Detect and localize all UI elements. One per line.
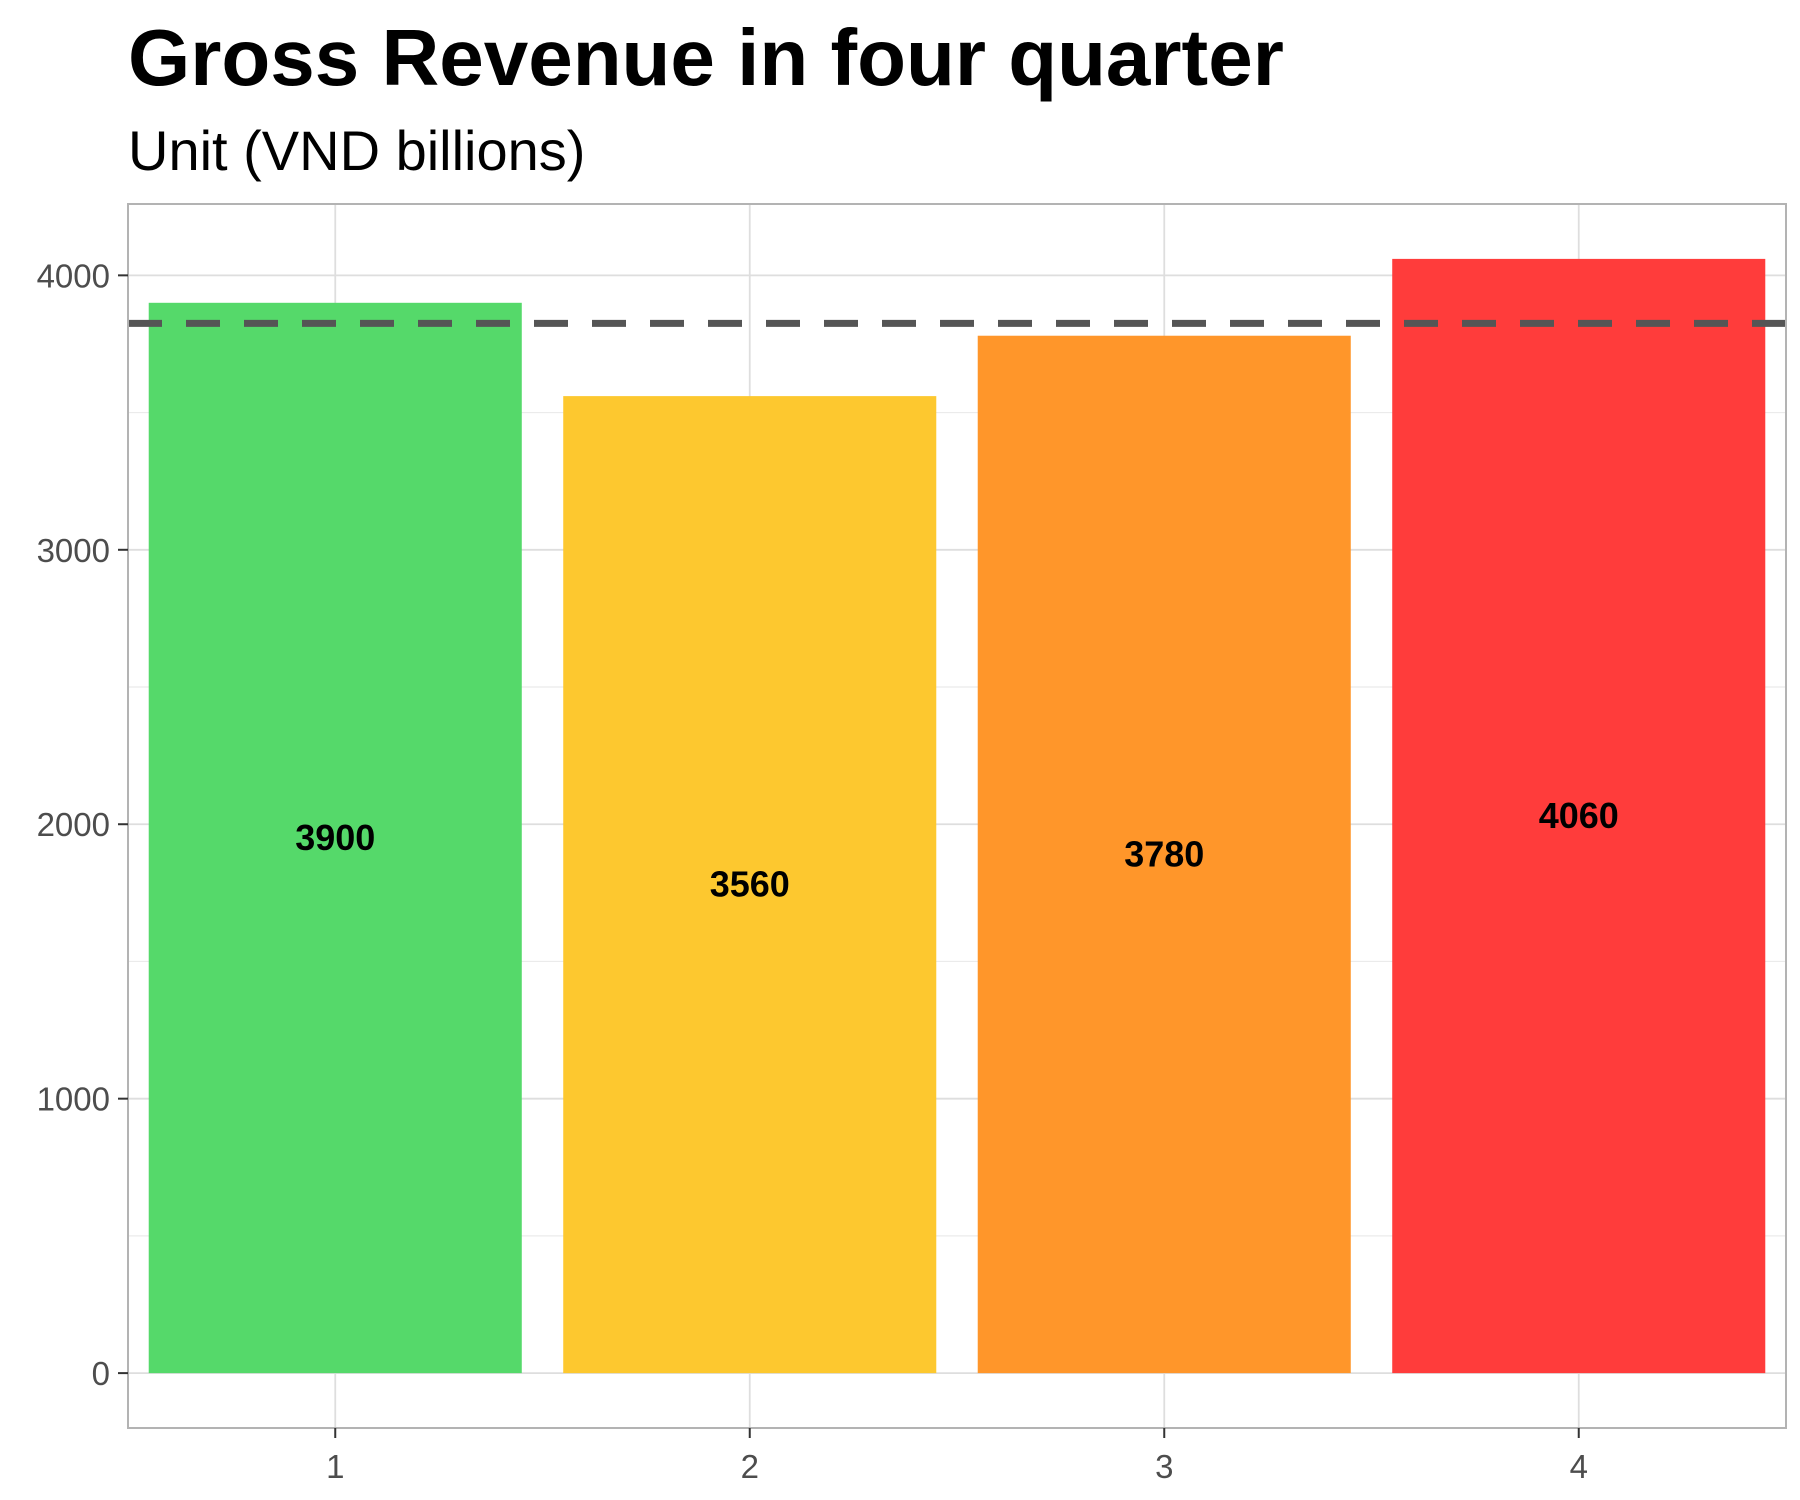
- y-tick-label: 3000: [37, 532, 110, 569]
- y-tick-label: 0: [92, 1355, 110, 1392]
- bars: [148, 258, 1766, 1374]
- bar-value-label: 3560: [710, 864, 790, 905]
- bar: [1392, 258, 1766, 1374]
- bar-value-labels: 3900 3560 3780 4060: [295, 795, 1619, 905]
- bar-value-label: 4060: [1539, 795, 1619, 836]
- x-axis: 1 2 3 4: [326, 1428, 1588, 1485]
- chart-title: Gross Revenue in four quarter: [128, 13, 1284, 102]
- bar-value-label: 3780: [1124, 833, 1204, 874]
- bar: [563, 396, 937, 1374]
- x-tick-label: 1: [326, 1448, 344, 1485]
- chart-subtitle: Unit (VND billions): [128, 119, 586, 182]
- y-axis: 0 1000 2000 3000 4000: [37, 257, 128, 1392]
- x-tick-label: 2: [741, 1448, 759, 1485]
- bar: [148, 302, 522, 1374]
- y-tick-label: 2000: [37, 806, 110, 843]
- plot-panel-border: [127, 203, 1787, 1429]
- x-tick-label: 3: [1155, 1448, 1173, 1485]
- y-tick-label: 4000: [37, 257, 110, 294]
- x-tick-label: 4: [1570, 1448, 1588, 1485]
- bar: [977, 335, 1351, 1374]
- y-tick-label: 1000: [37, 1081, 110, 1118]
- bar-value-label: 3900: [295, 817, 375, 858]
